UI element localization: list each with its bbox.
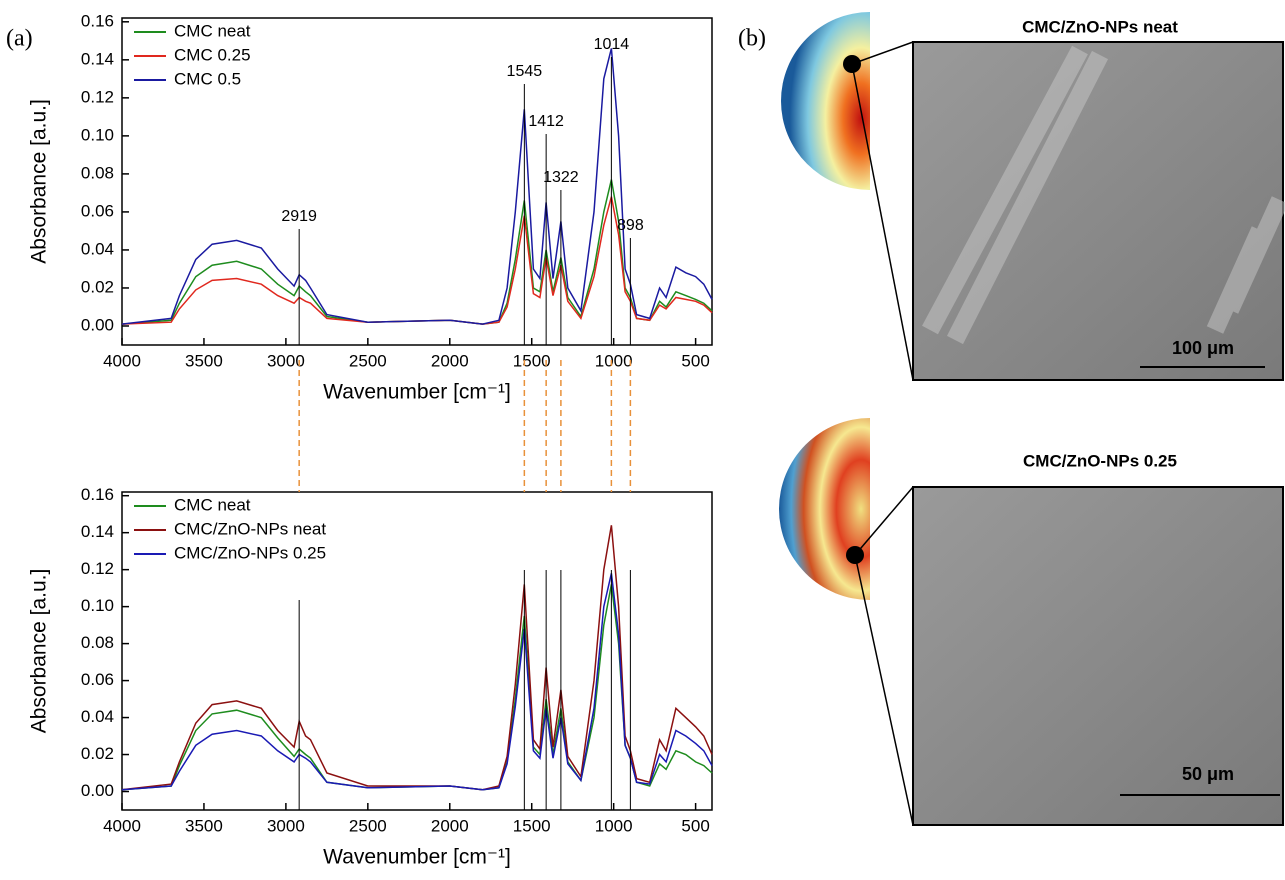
- texture: [922, 45, 1285, 345]
- peak-label: 898: [617, 217, 644, 234]
- scale-label: 50 μm: [1182, 764, 1234, 784]
- x-axis-label: Wavenumber [cm⁻¹]: [323, 846, 511, 869]
- x-axis-label: Wavenumber [cm⁻¹]: [323, 381, 511, 404]
- x-tick-label: 2500: [349, 351, 387, 370]
- connector: [851, 41, 914, 65]
- legend-label: CMC neat: [174, 21, 251, 40]
- plot-frame: [121, 17, 713, 346]
- series-line: [121, 584, 713, 791]
- series-line: [121, 525, 713, 791]
- connector: [854, 486, 914, 556]
- marker: [846, 546, 864, 564]
- y-tick-label: 0.16: [81, 485, 114, 504]
- y-tick-label: 0.06: [81, 201, 114, 220]
- x-tick-label: 4000: [103, 351, 141, 370]
- peak-label: 2919: [281, 208, 317, 225]
- y-tick-label: 0.12: [81, 559, 114, 578]
- peak-label: 1014: [594, 36, 630, 53]
- series-line: [121, 179, 713, 325]
- x-tick-label: 3500: [185, 816, 223, 835]
- marker: [843, 55, 861, 73]
- plot-frame: [121, 491, 713, 811]
- y-axis-label: Absorbance [a.u.]: [28, 569, 51, 734]
- y-tick-label: 0.04: [81, 239, 114, 258]
- y-tick-label: 0.10: [81, 596, 114, 615]
- x-tick-label: 4000: [103, 816, 141, 835]
- y-tick-label: 0.08: [81, 163, 114, 182]
- y-tick-label: 0.14: [81, 522, 114, 541]
- x-tick-label: 2500: [349, 816, 387, 835]
- series-line: [121, 196, 713, 325]
- x-tick-label: 500: [681, 816, 709, 835]
- x-tick-label: 1500: [513, 816, 551, 835]
- x-tick-label: 500: [681, 351, 709, 370]
- x-tick-label: 2000: [431, 816, 469, 835]
- x-tick-label: 2000: [431, 351, 469, 370]
- panel-label: (b): [738, 26, 766, 52]
- legend-label: CMC/ZnO-NPs 0.25: [174, 543, 326, 562]
- image-title: CMC/ZnO-NPs 0.25: [1023, 451, 1177, 470]
- heatmap: [781, 12, 870, 190]
- y-tick-label: 0.04: [81, 707, 114, 726]
- y-tick-label: 0.00: [81, 315, 114, 334]
- panel-label: (a): [6, 26, 33, 52]
- series-line: [121, 573, 713, 791]
- peak-label: 1412: [528, 113, 564, 130]
- connector: [851, 63, 914, 381]
- x-tick-label: 3000: [267, 351, 305, 370]
- y-tick-label: 0.02: [81, 277, 114, 296]
- y-tick-label: 0.16: [81, 11, 114, 30]
- y-tick-label: 0.10: [81, 125, 114, 144]
- y-tick-label: 0.08: [81, 633, 114, 652]
- x-tick-label: 3500: [185, 351, 223, 370]
- y-tick-label: 0.12: [81, 87, 114, 106]
- y-axis-label: Absorbance [a.u.]: [28, 99, 51, 264]
- image-panel: CMC/ZnO-NPs neat 100 μm CMC/ZnO-NPs 0.25…: [779, 12, 1285, 826]
- peak-label: 1322: [543, 169, 579, 186]
- image-title: CMC/ZnO-NPs neat: [1022, 17, 1178, 36]
- sem-image: [912, 486, 1284, 826]
- x-tick-label: 1500: [513, 351, 551, 370]
- legend-label: CMC 0.25: [174, 45, 251, 64]
- scale-label: 100 μm: [1172, 338, 1234, 358]
- series-line: [121, 48, 713, 325]
- y-tick-label: 0.06: [81, 670, 114, 689]
- legend-label: CMC 0.5: [174, 69, 241, 88]
- y-tick-label: 0.14: [81, 49, 114, 68]
- x-tick-label: 3000: [267, 816, 305, 835]
- heatmap: [779, 418, 870, 600]
- y-tick-label: 0.00: [81, 781, 114, 800]
- connector: [854, 554, 914, 826]
- legend-label: CMC/ZnO-NPs neat: [174, 519, 326, 538]
- legend-label: CMC neat: [174, 495, 251, 514]
- x-tick-label: 1000: [595, 816, 633, 835]
- y-tick-label: 0.02: [81, 744, 114, 763]
- peak-label: 1545: [507, 63, 543, 80]
- x-tick-label: 1000: [595, 351, 633, 370]
